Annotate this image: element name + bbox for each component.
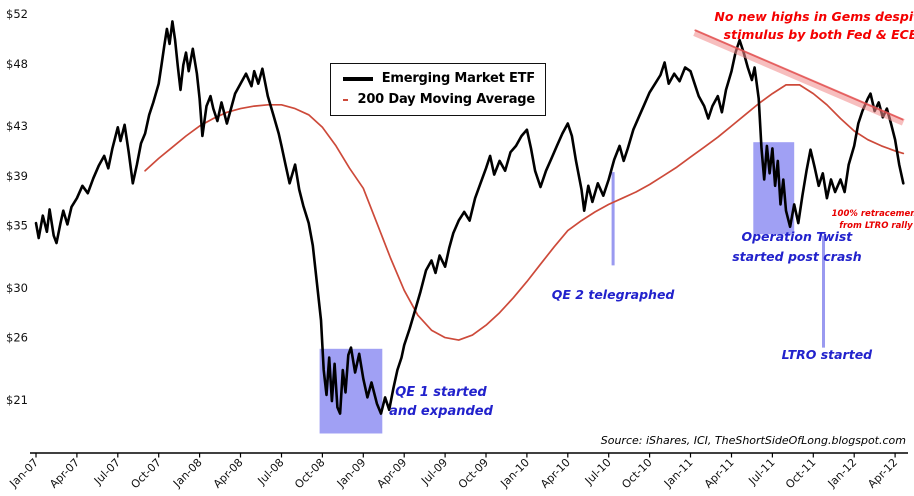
x-tick-label: Apr-11 [702, 456, 737, 491]
x-tick-label: Jan-12 [825, 456, 860, 491]
x-tick-label: Oct-09 [456, 456, 491, 491]
legend-label-dma: 200 Day Moving Average [357, 92, 535, 107]
no-new-highs-note: No new highs in Gems despite stimulus by … [714, 9, 914, 42]
etf-price-line [34, 20, 905, 415]
x-tick-label: Jul-11 [746, 456, 778, 488]
x-tick-label: Apr-12 [865, 456, 900, 491]
y-tick-label: $30 [6, 281, 28, 295]
x-tick-label: Apr-09 [374, 456, 409, 491]
legend-label-etf: Emerging Market ETF [381, 71, 536, 86]
legend-item-etf: Emerging Market ETF [343, 71, 535, 86]
y-tick-label: $39 [6, 169, 28, 183]
etf-line-swatch [343, 76, 373, 81]
x-tick-label: Oct-10 [619, 456, 654, 491]
y-tick-label: $21 [6, 393, 28, 407]
dma-line [144, 84, 905, 341]
chart-legend: Emerging Market ETF 200 Day Moving Avera… [330, 63, 546, 116]
ltro-note: LTRO started [782, 347, 873, 362]
x-tick-label: Jan-11 [661, 456, 696, 491]
x-tick-label: Oct-07 [128, 456, 163, 491]
x-tick-label: Oct-11 [783, 456, 818, 491]
source-credit: Source: iShares, ICI, TheShortSideOfLong… [600, 434, 906, 447]
x-tick-label: Apr-08 [211, 456, 246, 491]
x-tick-label: Apr-07 [47, 456, 82, 491]
x-tick-label: Jul-07 [91, 456, 123, 488]
x-tick-label: Jan-07 [7, 456, 42, 491]
x-tick-label: Jul-08 [255, 456, 287, 488]
x-tick-label: Apr-10 [538, 456, 573, 491]
x-tick-label: Jan-08 [170, 456, 205, 491]
dma-line-swatch [343, 98, 349, 101]
operation-twist-note: Operation Twist started post crash [732, 229, 862, 264]
resistance-trendline [693, 29, 905, 126]
y-tick-label: $35 [6, 219, 28, 233]
x-tick-label: Jul-10 [582, 456, 614, 488]
x-tick-label: Jan-09 [334, 456, 369, 491]
x-tick-label: Jan-10 [497, 456, 532, 491]
resistance-trendline-edge [694, 29, 904, 121]
y-tick-label: $43 [6, 119, 28, 133]
qe1-note: QE 1 started and expanded [389, 385, 494, 419]
y-tick-label: $52 [6, 7, 28, 21]
y-tick-label: $26 [6, 331, 28, 345]
retracement-note: 100% retracement from LTRO rally [832, 209, 914, 231]
y-tick-label: $48 [6, 57, 28, 71]
legend-item-dma: 200 Day Moving Average [343, 92, 535, 107]
x-tick-label: Oct-08 [292, 456, 327, 491]
qe2-note: QE 2 telegraphed [552, 287, 676, 302]
x-tick-label: Jul-09 [418, 456, 450, 488]
